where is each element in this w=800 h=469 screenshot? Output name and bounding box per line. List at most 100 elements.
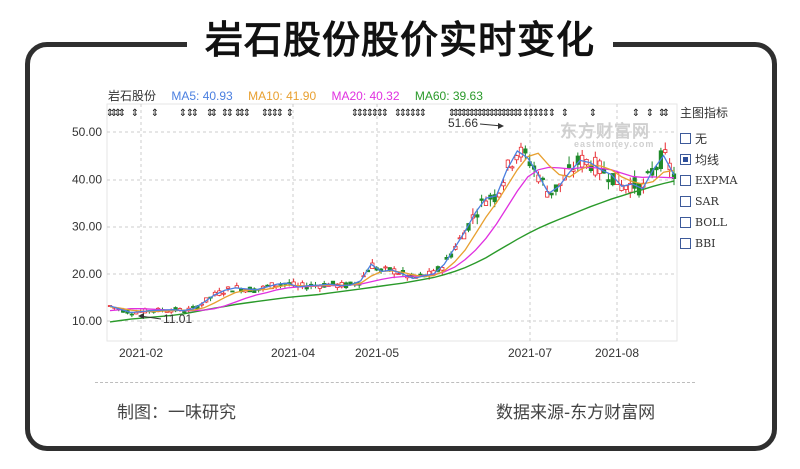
svg-text:⇕: ⇕ [179,108,187,119]
svg-text:⇕: ⇕ [276,108,284,119]
checkbox-expma[interactable] [680,175,691,186]
checkbox-ma[interactable] [680,154,691,165]
stock-name: 岩石股份 [108,89,157,103]
legend-ma5: MA5: 40.93 [171,89,233,103]
svg-text:⇕: ⇕ [414,108,422,119]
svg-text:⇕: ⇕ [151,108,159,119]
svg-text:⇕: ⇕ [399,108,407,119]
svg-text:⇕: ⇕ [537,108,545,119]
low-annotation: 11.01 [138,312,192,326]
indicator-label: SAR [695,195,719,208]
svg-text:⇕: ⇕ [456,108,464,119]
svg-text:⇕: ⇕ [632,108,640,119]
checkbox-boll[interactable] [680,217,691,228]
title-wrap: 岩石股份股价实时变化 [0,14,800,66]
svg-text:⇕: ⇕ [522,108,530,119]
svg-text:⇕: ⇕ [500,108,508,119]
svg-text:⇕: ⇕ [110,108,118,119]
svg-text:⇕: ⇕ [476,108,484,119]
svg-text:⇕: ⇕ [206,108,214,119]
svg-text:⇕: ⇕ [381,108,389,119]
svg-text:⇕: ⇕ [351,108,359,119]
svg-text:⇕: ⇕ [504,108,512,119]
indicator-expma[interactable]: EXPMA [680,170,760,191]
svg-text:⇕: ⇕ [527,108,535,119]
svg-text:2021-02: 2021-02 [119,346,163,360]
svg-text:⇕: ⇕ [361,108,369,119]
candles [107,142,677,318]
svg-text:⇕: ⇕ [409,108,417,119]
checkbox-bbi[interactable] [680,238,691,249]
svg-text:⇕: ⇕ [114,108,122,119]
indicator-label: 无 [695,132,708,146]
indicator-bbi[interactable]: BBI [680,233,760,254]
svg-text:⇕: ⇕ [261,108,269,119]
svg-text:⇕: ⇕ [646,108,654,119]
svg-text:⇕: ⇕ [548,108,556,119]
event-markers: ⇕⇕⇕⇕ ⇕ ⇕ ⇕⇕⇕ ⇕⇕ ⇕⇕ ⇕⇕⇕ ⇕⇕⇕⇕ ⇕ ⇕⇕⇕⇕⇕⇕⇕ ⇕⇕⇕⇕⇕⇕ ⇕⇕⇕⇕⇕⇕… [106,108,670,119]
svg-text:⇕: ⇕ [186,108,194,119]
svg-text:⇕: ⇕ [131,108,139,119]
svg-text:⇕: ⇕ [419,108,427,119]
y-gridlines [107,131,677,322]
x-gridlines [140,104,618,341]
svg-text:⇕: ⇕ [452,108,460,119]
svg-text:51.66: 51.66 [448,116,478,130]
page-title: 岩石股份股价实时变化 [186,14,613,66]
svg-text:⇕: ⇕ [542,108,550,119]
checkbox-sar[interactable] [680,196,691,207]
svg-text:⇕: ⇕ [221,108,229,119]
svg-text:2021-07: 2021-07 [508,346,552,360]
svg-text:⇕: ⇕ [508,108,516,119]
svg-text:2021-05: 2021-05 [355,346,399,360]
svg-text:⇕: ⇕ [366,108,374,119]
svg-text:2021-04: 2021-04 [271,346,315,360]
svg-text:⇕: ⇕ [238,108,246,119]
indicator-label: BOLL [695,216,727,229]
svg-text:20.00: 20.00 [72,267,102,281]
svg-text:⇕: ⇕ [286,108,294,119]
svg-text:⇕: ⇕ [394,108,402,119]
svg-text:⇕: ⇕ [243,108,251,119]
svg-text:⇕: ⇕ [106,108,114,119]
svg-text:⇕: ⇕ [191,108,199,119]
svg-text:⇕: ⇕ [448,108,456,119]
footer-divider [95,382,695,383]
watermark: 东方财富网 eastmoney.com [560,117,654,149]
svg-text:11.01: 11.01 [163,312,192,326]
svg-text:2021-08: 2021-08 [595,346,639,360]
svg-text:⇕: ⇕ [404,108,412,119]
x-axis-labels: 2021-02 2021-04 2021-05 2021-07 2021-08 [119,346,639,360]
indicator-boll[interactable]: BOLL [680,212,760,233]
legend-ma20: MA20: 40.32 [331,89,400,103]
chart-legend: 岩石股份 MA5: 40.93 MA10: 41.90 MA20: 40.32 … [108,87,495,104]
legend-ma60: MA60: 39.63 [414,89,483,103]
svg-text:⇕: ⇕ [480,108,488,119]
svg-text:⇕: ⇕ [488,108,496,119]
watermark-url: eastmoney.com [574,139,655,149]
indicator-title: 主图指标 [680,106,729,120]
svg-text:⇕: ⇕ [376,108,384,119]
svg-text:⇕: ⇕ [226,108,234,119]
svg-text:⇕: ⇕ [561,108,569,119]
svg-text:⇕: ⇕ [271,108,279,119]
svg-text:⇕: ⇕ [468,108,476,119]
chart-credit: 制图：一味研究 [117,403,236,423]
indicator-sar[interactable]: SAR [680,191,760,212]
svg-text:⇕: ⇕ [662,108,670,119]
data-source: 数据来源-东方财富网 [496,403,656,423]
svg-text:⇕: ⇕ [472,108,480,119]
svg-text:⇕: ⇕ [512,108,520,119]
checkbox-none[interactable] [680,133,691,144]
svg-text:⇕: ⇕ [234,108,242,119]
indicator-ma[interactable]: 均线 [680,149,760,170]
svg-text:10.00: 10.00 [72,314,102,328]
indicator-label: BBI [695,237,716,250]
moving-average-lines [109,149,675,323]
svg-text:⇕: ⇕ [118,108,126,119]
svg-text:⇕: ⇕ [460,108,468,119]
legend-ma10: MA10: 41.90 [248,89,317,103]
indicator-none[interactable]: 无 [680,128,760,149]
high-annotation: 51.66 [448,116,504,130]
